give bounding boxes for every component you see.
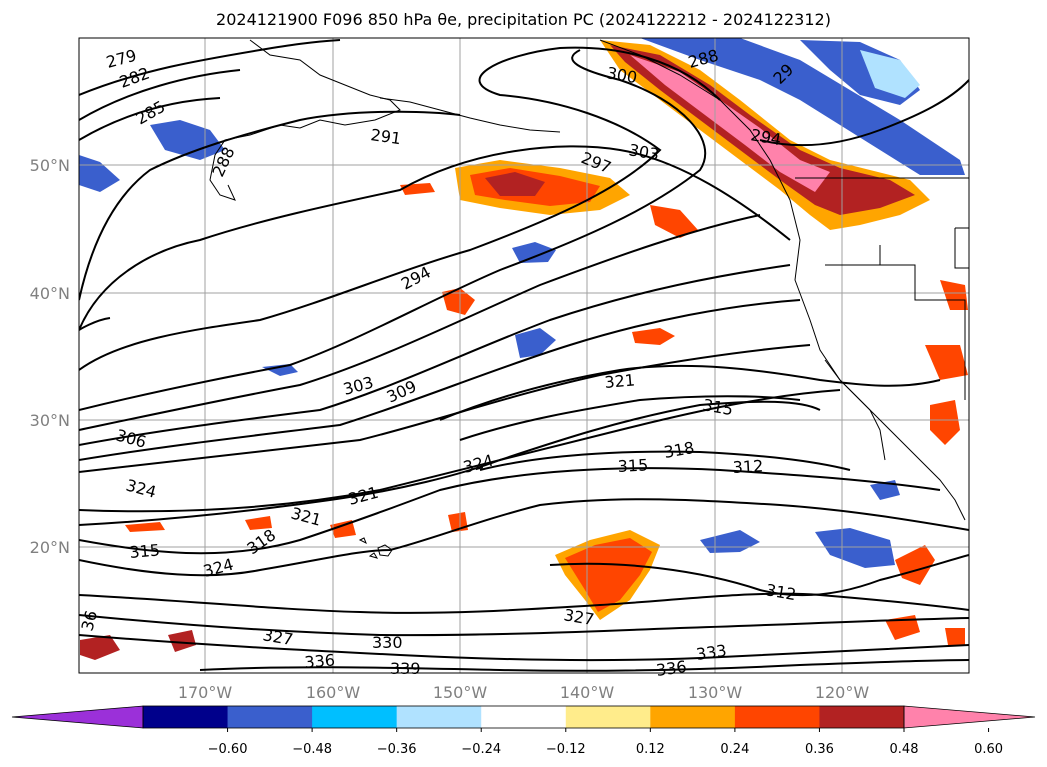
colorbar-tick-label: 0.60	[974, 742, 1003, 757]
precip-positive-area	[940, 280, 968, 310]
colorbar-segment	[734, 706, 820, 728]
precip-positive-area	[442, 288, 475, 315]
country-border	[825, 264, 966, 400]
precip-negative-area	[512, 242, 556, 263]
colorbar-tick-label: 0.12	[636, 742, 665, 757]
colorbar-segment	[650, 706, 736, 728]
precip-positive-area	[125, 522, 165, 532]
lon-axis-labels: 170°W 160°W 150°W 140°W 130°W 120°W	[178, 683, 870, 702]
map-gridlines	[79, 38, 969, 673]
contour-label: 312	[732, 456, 763, 477]
colorbar-ticks: −0.60 −0.48 −0.36 −0.24 −0.12 0.12 0.24 0.36 0.4…	[208, 728, 1003, 757]
colorbar-segment	[312, 706, 398, 728]
colorbar-segment	[227, 706, 313, 728]
colorbar-segment	[565, 706, 651, 728]
colorbar-frame	[142, 705, 905, 729]
chart-title: 2024121900 F096 850 hPa θe, precipitatio…	[216, 10, 831, 29]
alaska-coastline	[379, 97, 561, 133]
colorbar-tick-label: 0.36	[805, 742, 834, 757]
precip-negative-area	[515, 328, 556, 358]
colorbar-under-arrow	[11, 705, 144, 729]
country-border	[954, 227, 969, 269]
colorbar-over-arrow	[903, 705, 1036, 729]
contour-label: 336	[304, 650, 336, 672]
theta-e-contours	[79, 39, 969, 672]
precip-positive-area	[632, 328, 675, 345]
lat-label: 30°N	[30, 411, 70, 430]
north-america-coastline	[824, 359, 886, 461]
colorbar-tick-label: −0.60	[208, 742, 248, 757]
precip-positive-area	[485, 172, 545, 196]
alaska-coastline	[209, 39, 401, 201]
precip-positive-area	[925, 345, 968, 380]
precip-positive-area	[895, 545, 935, 585]
contour-label: 315	[617, 455, 648, 476]
lon-label: 120°W	[815, 683, 870, 702]
lat-axis-labels: 50°N 40°N 30°N 20°N	[30, 156, 70, 557]
lon-label: 160°W	[306, 683, 361, 702]
contour-label: 339	[390, 659, 421, 678]
precip-positive-area	[945, 628, 965, 645]
contour-label: 336	[655, 657, 688, 680]
precip-positive-area	[330, 520, 356, 538]
precip-positive-area	[245, 516, 272, 530]
colorbar-tick-label: −0.48	[292, 742, 332, 757]
contour-label: 315	[129, 540, 161, 562]
colorbar-tick-label: 0.48	[890, 742, 919, 757]
precip-positive-area	[168, 630, 196, 652]
lat-label: 50°N	[30, 156, 70, 175]
precip-positive-area	[650, 205, 698, 238]
colorbar-segment	[819, 706, 905, 728]
precip-negative-area	[640, 38, 965, 175]
map-panel	[78, 37, 970, 674]
contour-label: 321	[604, 370, 636, 392]
colorbar-tick-label: −0.24	[461, 742, 501, 757]
lon-label: 140°W	[560, 683, 615, 702]
lon-label: 130°W	[688, 683, 743, 702]
colorbar-segment	[396, 706, 482, 728]
colorbar: −0.60 −0.48 −0.36 −0.24 −0.12 0.12 0.24 0.36 0.4…	[11, 705, 1036, 757]
colorbar-segment	[143, 706, 229, 728]
lat-label: 20°N	[30, 538, 70, 557]
precip-negative-area	[815, 528, 895, 568]
contour-label: 333	[695, 641, 728, 664]
colorbar-tick-label: −0.12	[546, 742, 586, 757]
lat-label: 40°N	[30, 284, 70, 303]
colorbar-tick-label: 0.24	[720, 742, 749, 757]
precip-negative-area	[79, 155, 120, 192]
precip-shading	[79, 38, 968, 660]
colorbar-segment	[481, 706, 567, 728]
precip-positive-area	[930, 400, 960, 445]
lon-label: 150°W	[433, 683, 488, 702]
precip-positive-area	[630, 55, 830, 192]
colorbar-segments	[143, 706, 905, 728]
contour-label: 291	[369, 125, 402, 148]
contour-label: 330	[372, 633, 403, 652]
precip-negative-area	[860, 50, 920, 98]
lon-label: 170°W	[178, 683, 233, 702]
precip-positive-area	[80, 635, 120, 660]
colorbar-tick-label: −0.36	[377, 742, 417, 757]
map-frame	[78, 37, 970, 674]
contour-label: 36	[78, 608, 102, 633]
hawaii-islands	[358, 537, 393, 559]
precip-negative-area	[150, 120, 225, 160]
precip-negative-area	[262, 364, 298, 376]
